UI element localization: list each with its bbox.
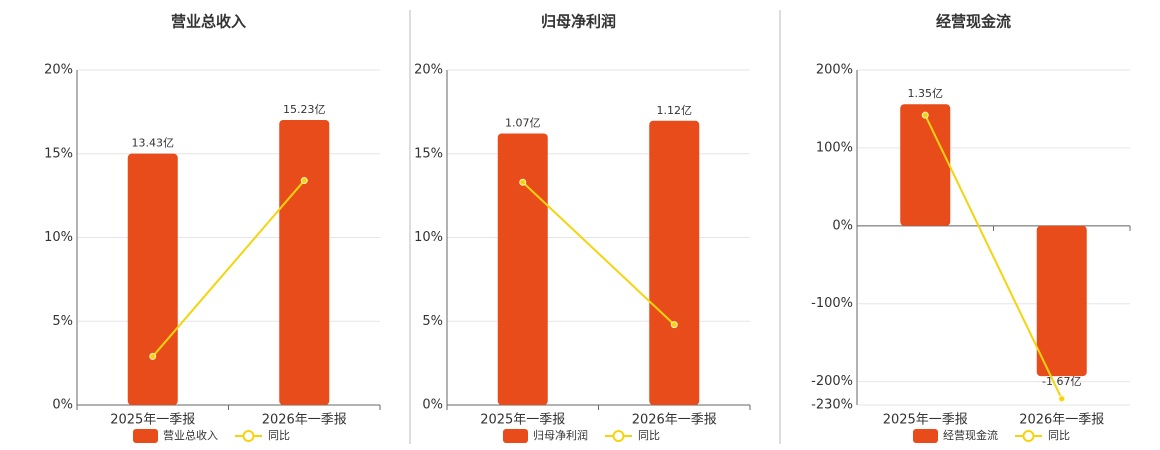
legend-label: 营业总收入: [163, 428, 218, 442]
y-tick-label: 0%: [422, 398, 443, 413]
value-label: 1.12亿: [657, 104, 693, 117]
y-tick-label: 15%: [44, 146, 73, 161]
bar: [497, 133, 548, 406]
y-tick-label: 20%: [44, 63, 73, 78]
chart-title: 经营现金流: [936, 13, 1011, 31]
bar: [1036, 225, 1087, 377]
x-tick-label: 2025年一季报: [480, 413, 565, 428]
legend-swatch: [242, 430, 255, 442]
point: [1058, 395, 1066, 403]
x-tick-label: 2025年一季报: [110, 413, 195, 428]
value-label: -1.67亿: [1042, 375, 1081, 388]
y-tick-label: 0%: [832, 218, 853, 233]
y-tick-label: 100%: [816, 140, 853, 155]
chart-title: 归母净利润: [541, 13, 616, 31]
chart-title: 营业总收入: [171, 13, 246, 31]
legend-swatch: [133, 429, 158, 443]
legend-swatch: [913, 429, 938, 443]
y-tick-label: 5%: [52, 314, 73, 329]
value-label: 1.07亿: [505, 116, 541, 129]
legend-label: 归母净利润: [533, 428, 588, 442]
bar: [900, 104, 951, 226]
bar: [649, 120, 700, 406]
legend-label: 经营现金流: [943, 428, 998, 442]
legend-swatch: [503, 429, 528, 443]
bar: [127, 153, 178, 405]
point: [519, 178, 527, 186]
line: [522, 181, 675, 326]
y-tick-label: 10%: [44, 230, 73, 245]
legend-label: 同比: [1048, 429, 1070, 442]
legend-label: 同比: [268, 429, 290, 442]
point: [921, 111, 929, 119]
point: [149, 352, 157, 360]
y-tick-label: -200%: [811, 374, 853, 389]
value-label: 15.23亿: [283, 103, 326, 116]
bar: [279, 119, 330, 406]
x-tick-label: 2025年一季报: [883, 413, 968, 428]
y-tick-label: -100%: [811, 296, 853, 311]
y-tick-label: 15%: [414, 146, 443, 161]
y-tick-label: 5%: [422, 314, 443, 329]
y-tick-label: -230%: [811, 398, 853, 413]
y-tick-label: 200%: [816, 63, 853, 78]
y-tick-label: 0%: [52, 398, 73, 413]
point: [670, 321, 678, 329]
y-tick-label: 10%: [414, 230, 443, 245]
legend-label: 同比: [638, 429, 660, 442]
legend-swatch: [612, 430, 625, 442]
line: [924, 114, 1063, 400]
y-tick-label: 20%: [414, 63, 443, 78]
line: [151, 179, 306, 358]
point: [300, 177, 308, 185]
legend-swatch: [1022, 430, 1035, 442]
value-label: 13.43亿: [132, 137, 175, 150]
value-label: 1.35亿: [908, 87, 944, 100]
x-tick-label: 2026年一季报: [262, 413, 347, 428]
x-tick-label: 2026年一季报: [632, 413, 717, 428]
x-tick-label: 2026年一季报: [1019, 413, 1104, 428]
